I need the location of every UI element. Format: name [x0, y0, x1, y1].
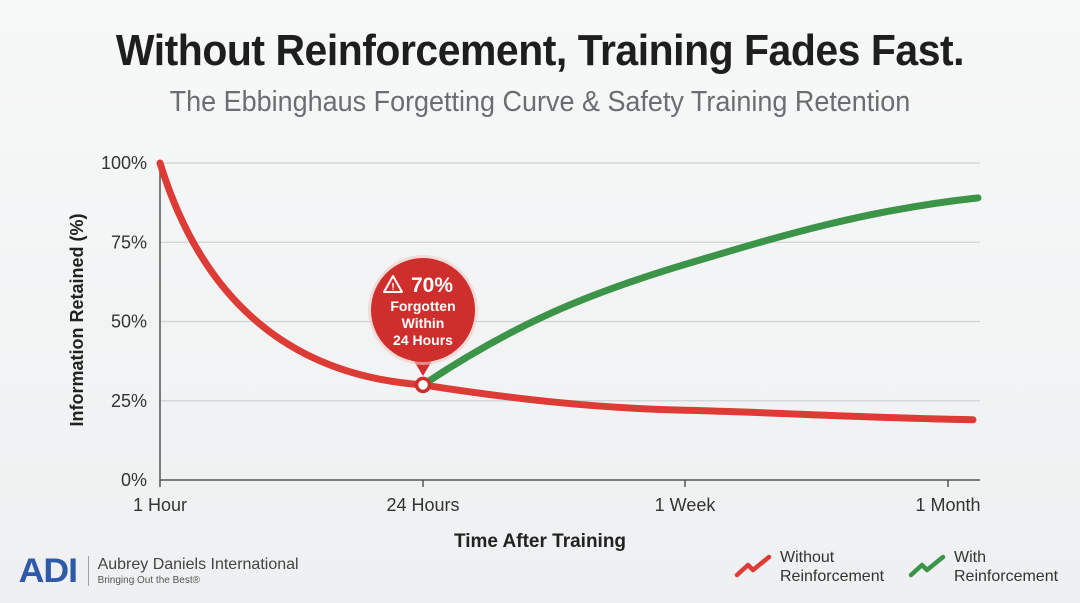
- logo-mark: ADI: [18, 552, 78, 590]
- x-tick-label: 1 Month: [915, 495, 980, 515]
- company-name: Aubrey Daniels International: [97, 556, 299, 573]
- annotation-point-marker: [414, 376, 432, 394]
- callout-text-line: Forgotten: [390, 298, 455, 314]
- legend-label-with-line1: With: [954, 549, 986, 566]
- green-trend-icon: [908, 554, 946, 578]
- chart-title: Without Reinforcement, Training Fades Fa…: [115, 26, 965, 75]
- warning-icon: [383, 275, 403, 293]
- x-tick-label: 1 Hour: [133, 495, 187, 515]
- series-without-reinforcement-line: [156, 159, 977, 424]
- legend-label-without-line1: Without: [780, 549, 835, 566]
- legend-item-without: Without Reinforcement: [734, 548, 884, 586]
- x-axis-title: Time After Training: [454, 531, 626, 552]
- callout-value: 70%: [411, 274, 453, 297]
- x-tick-label: 24 Hours: [386, 495, 459, 515]
- company-tagline: Bringing Out the Best®: [97, 575, 200, 586]
- y-tick-label: 50%: [111, 312, 147, 332]
- warning-icon-mark: !: [391, 282, 394, 293]
- legend-label-without-line2: Reinforcement: [780, 568, 885, 585]
- y-tick-label: 0%: [121, 470, 147, 490]
- y-tick-label: 25%: [111, 391, 147, 411]
- x-tick-label: 1 Week: [655, 495, 717, 515]
- y-axis-title: Information Retained (%): [67, 213, 87, 426]
- company-logo: ADI Aubrey Daniels International Bringin…: [18, 552, 299, 590]
- logo-divider: [87, 556, 89, 586]
- series-with-reinforcement-line: [419, 194, 982, 389]
- legend-item-with: With Reinforcement: [908, 548, 1058, 586]
- chart-subtitle: The Ebbinghaus Forgetting Curve & Safety…: [169, 86, 911, 118]
- red-trend-icon: [734, 554, 772, 578]
- y-tick-label: 75%: [111, 232, 147, 252]
- y-tick-label: 100%: [101, 153, 147, 173]
- callout-text-line: Within: [402, 315, 445, 331]
- legend-label-with-line2: Reinforcement: [954, 568, 1059, 585]
- callout-text-line: 24 Hours: [393, 332, 453, 348]
